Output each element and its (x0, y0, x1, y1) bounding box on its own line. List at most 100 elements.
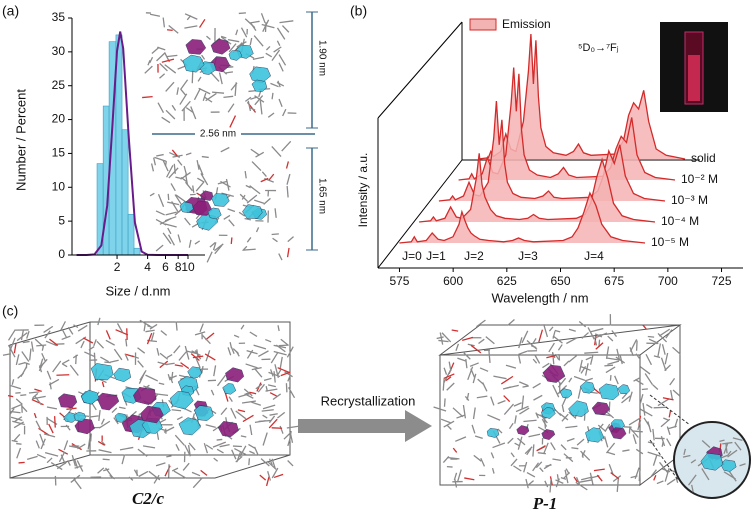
stick (72, 354, 79, 359)
stick (585, 356, 592, 361)
stick (271, 49, 281, 62)
stick (513, 402, 522, 407)
stick (565, 425, 578, 429)
stick (576, 438, 585, 446)
stick (180, 362, 190, 370)
stick (268, 458, 273, 466)
panel-label: (c) (2, 303, 18, 319)
stick (258, 350, 269, 358)
stick (111, 407, 118, 414)
stick (38, 358, 48, 369)
stick (280, 371, 291, 377)
arrow (298, 410, 432, 442)
stick (442, 456, 450, 463)
stick (443, 367, 448, 375)
stick (32, 392, 39, 399)
stick (479, 367, 489, 372)
stick (508, 422, 514, 430)
stick (244, 217, 252, 221)
stick (162, 17, 166, 28)
stick (124, 353, 129, 361)
stick (722, 441, 733, 445)
stick (664, 467, 670, 482)
stick (227, 208, 236, 213)
stick (276, 81, 285, 87)
stick (158, 382, 165, 386)
legend-label: Emission (502, 17, 551, 31)
stick (469, 362, 479, 367)
stick (262, 432, 268, 446)
stick (573, 375, 586, 381)
x-tick-label: 675 (604, 274, 624, 288)
stick (223, 214, 231, 220)
stick (87, 438, 91, 450)
stick (446, 424, 452, 430)
stick (101, 381, 105, 388)
stick (666, 426, 671, 436)
stick (543, 442, 549, 454)
stick (199, 18, 206, 28)
stick (534, 354, 541, 364)
stick (84, 351, 96, 358)
stick (556, 474, 560, 482)
stick (62, 363, 68, 368)
stick (102, 458, 110, 461)
stick (44, 330, 51, 339)
stick (276, 27, 286, 40)
stick (632, 434, 637, 445)
stick (210, 389, 215, 396)
stick (502, 386, 512, 390)
stick (523, 419, 537, 423)
stick (513, 465, 522, 472)
stick (219, 443, 230, 448)
stick (658, 328, 671, 337)
polyhedron (200, 190, 214, 201)
stick (21, 351, 30, 362)
spectrum-line (478, 33, 686, 160)
stick (162, 159, 169, 172)
stick (159, 73, 166, 79)
stick (548, 326, 554, 332)
stick (532, 462, 540, 472)
stick (244, 96, 252, 102)
stick (166, 54, 178, 58)
stick (200, 173, 209, 186)
stick (628, 417, 640, 426)
polyhedron (242, 204, 263, 219)
stick (277, 325, 280, 332)
frame (377, 159, 463, 269)
stick (288, 430, 292, 442)
stick (505, 364, 517, 369)
stick (281, 25, 290, 33)
stick (470, 344, 482, 354)
stick (88, 345, 95, 351)
stick (633, 377, 641, 382)
stick (560, 444, 567, 451)
stick (594, 333, 603, 338)
polyhedron (585, 427, 605, 443)
stick (455, 436, 467, 442)
stick (584, 363, 589, 376)
stick (487, 414, 501, 421)
stick (137, 448, 148, 457)
stick (125, 338, 128, 347)
stick (11, 403, 23, 410)
stick (244, 18, 256, 29)
stick (100, 356, 109, 363)
polyhedron (182, 54, 205, 73)
cuvette-glow (688, 55, 700, 101)
stick (285, 161, 290, 169)
stick (201, 155, 209, 159)
stick (657, 332, 668, 343)
stick (605, 346, 610, 359)
stick (521, 395, 525, 410)
stick (593, 332, 608, 339)
stick (701, 468, 710, 481)
polyhedron (207, 207, 222, 220)
stick (220, 146, 230, 153)
stick (31, 395, 46, 400)
stick (281, 140, 292, 152)
stick (653, 406, 667, 409)
stick (549, 479, 552, 493)
stick (276, 369, 282, 376)
